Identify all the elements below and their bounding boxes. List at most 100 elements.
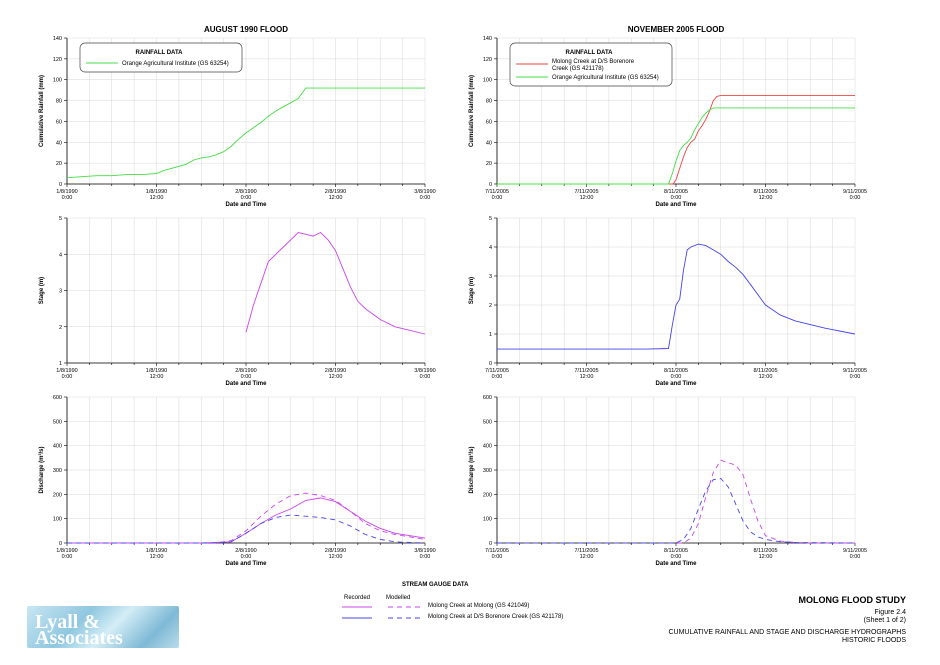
y-tick-label: 4 xyxy=(489,245,492,251)
x-tick-label-date: 1/8/1990 xyxy=(146,189,167,195)
x-tick-label-time: 12:00 xyxy=(329,195,343,201)
chart-title-right: NOVEMBER 2005 FLOOD xyxy=(628,25,725,34)
figure-title-block: MOLONG FLOOD STUDY Figure 2.4 (Sheet 1 o… xyxy=(668,596,906,645)
y-tick-label: 120 xyxy=(483,57,492,63)
x-tick-label-time: 0:00 xyxy=(62,374,73,380)
x-tick-label-date: 2/8/1990 xyxy=(325,368,346,374)
y-tick-label: 0 xyxy=(59,541,62,547)
x-tick-label-time: 12:00 xyxy=(329,374,343,380)
chart-title-left: AUGUST 1990 FLOOD xyxy=(204,25,288,34)
y-tick-label: 0 xyxy=(489,182,492,188)
x-tick-label-time: 0:00 xyxy=(62,554,73,560)
logo-line-1: Lyall & xyxy=(35,611,101,633)
x-axis-label: Date and Time xyxy=(656,561,698,567)
figure-number: Figure 2.4 xyxy=(874,609,906,616)
x-tick-label-time: 0:00 xyxy=(671,374,682,380)
y-tick-label: 40 xyxy=(56,140,62,146)
rainfall-legend-box xyxy=(79,42,243,73)
series-line xyxy=(497,478,856,544)
x-tick-label-date: 9/11/2005 xyxy=(843,368,867,374)
y-tick-label: 100 xyxy=(53,517,62,523)
chart-panel-rain-left: 0204060801001201401/8/19900:001/8/199012… xyxy=(39,36,436,208)
study-title: MOLONG FLOOD STUDY xyxy=(798,595,907,605)
y-tick-label: 100 xyxy=(483,517,492,523)
chart-panel-discharge-left: 01002003004005006001/8/19900:001/8/19901… xyxy=(38,395,436,567)
y-tick-label: 140 xyxy=(53,36,62,42)
y-tick-label: 5 xyxy=(489,216,492,222)
x-tick-label-date: 3/8/1990 xyxy=(414,368,435,374)
y-tick-label: 1 xyxy=(489,332,492,338)
x-tick-label-date: 7/11/2005 xyxy=(485,368,509,374)
x-tick-label-date: 3/8/1990 xyxy=(414,189,435,195)
x-tick-label-date: 3/8/1990 xyxy=(414,548,435,554)
y-tick-label: 20 xyxy=(56,161,62,167)
x-tick-label-time: 0:00 xyxy=(492,554,503,560)
x-tick-label-time: 0:00 xyxy=(492,374,503,380)
stream-gauge-legend: STREAM GAUGE DATA Recorded Modelled Molo… xyxy=(340,582,640,622)
x-tick-label-time: 0:00 xyxy=(850,195,861,201)
x-tick-label-date: 8/11/2005 xyxy=(753,189,777,195)
y-tick-label: 2 xyxy=(59,325,62,331)
y-tick-label: 3 xyxy=(489,274,492,280)
x-tick-label-time: 12:00 xyxy=(150,554,164,560)
x-tick-label-date: 9/11/2005 xyxy=(843,548,867,554)
x-tick-label-time: 12:00 xyxy=(580,195,594,201)
rainfall-legend-item: Orange Agricultural Institute (GS 63254) xyxy=(122,61,229,67)
series-line xyxy=(497,107,855,185)
y-tick-label: 140 xyxy=(483,36,492,42)
y-axis-label: Stage (m) xyxy=(39,277,45,304)
x-tick-label-time: 12:00 xyxy=(580,374,594,380)
series-line xyxy=(66,87,425,179)
x-tick-label-date: 7/11/2005 xyxy=(485,548,509,554)
x-tick-label-time: 12:00 xyxy=(580,554,594,560)
x-tick-label-time: 0:00 xyxy=(420,554,431,560)
stream-legend-item: Molong Creek at Molong (GS 421049) xyxy=(428,603,530,609)
y-axis-label: Cumulative Rainfall (mm) xyxy=(39,75,45,147)
y-tick-label: 2 xyxy=(489,303,492,309)
x-tick-label-date: 7/11/2005 xyxy=(485,189,509,195)
stream-legend-recorded-label: Recorded xyxy=(344,595,371,601)
series-line xyxy=(497,243,856,350)
x-tick-label-date: 2/8/1990 xyxy=(325,548,346,554)
y-tick-label: 100 xyxy=(483,78,492,84)
x-tick-label-date: 1/8/1990 xyxy=(56,368,77,374)
y-tick-label: 80 xyxy=(56,99,62,105)
figure-caption-line-2: HISTORIC FLOODS xyxy=(841,637,906,644)
x-tick-label-time: 12:00 xyxy=(150,195,164,201)
x-tick-label-date: 8/11/2005 xyxy=(753,548,777,554)
y-tick-label: 0 xyxy=(489,361,492,367)
x-tick-label-time: 12:00 xyxy=(759,374,773,380)
sheet-number: (Sheet 1 of 2) xyxy=(863,617,906,624)
x-tick-label-time: 0:00 xyxy=(671,195,682,201)
rainfall-legend-item: Creek (GS 421178) xyxy=(552,66,604,72)
y-tick-label: 100 xyxy=(53,78,62,84)
y-tick-label: 500 xyxy=(483,419,492,425)
x-tick-label-date: 8/11/2005 xyxy=(664,189,688,195)
x-tick-label-date: 8/11/2005 xyxy=(664,548,688,554)
chart-panel-discharge-right: 01002003004005006007/11/20050:007/11/200… xyxy=(468,395,867,567)
y-axis-label: Stage (m) xyxy=(469,277,475,304)
x-tick-label-time: 0:00 xyxy=(850,554,861,560)
x-tick-label-date: 1/8/1990 xyxy=(146,548,167,554)
x-tick-label-time: 12:00 xyxy=(759,554,773,560)
x-tick-label-date: 7/11/2005 xyxy=(574,189,598,195)
rainfall-legend-title: RAINFALL DATA xyxy=(136,50,184,56)
series-line xyxy=(497,94,855,185)
stream-legend-title: STREAM GAUGE DATA xyxy=(402,582,469,588)
x-tick-label-time: 0:00 xyxy=(241,554,252,560)
x-tick-label-time: 0:00 xyxy=(241,195,252,201)
y-tick-label: 5 xyxy=(59,216,62,222)
x-tick-label-time: 12:00 xyxy=(329,554,343,560)
x-tick-label-time: 12:00 xyxy=(759,195,773,201)
y-tick-label: 300 xyxy=(53,468,62,474)
x-axis-label: Date and Time xyxy=(656,381,698,387)
chart-panel-rain-right: 0204060801001201407/11/20050:007/11/2005… xyxy=(469,36,867,208)
x-tick-label-date: 1/8/1990 xyxy=(56,189,77,195)
y-tick-label: 400 xyxy=(53,444,62,450)
x-tick-label-date: 1/8/1990 xyxy=(146,368,167,374)
x-tick-label-date: 2/8/1990 xyxy=(325,189,346,195)
y-tick-label: 4 xyxy=(59,252,62,258)
y-tick-label: 0 xyxy=(59,182,62,188)
x-tick-label-time: 0:00 xyxy=(241,374,252,380)
